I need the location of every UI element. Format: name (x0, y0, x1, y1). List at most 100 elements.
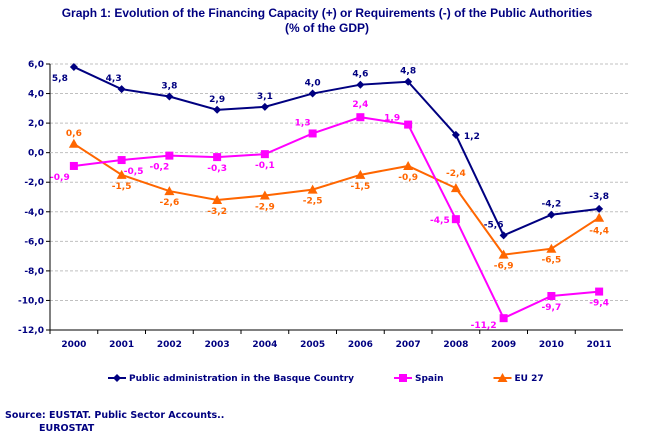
triangle-marker (307, 184, 318, 194)
square-marker (595, 287, 604, 296)
triangle-marker (497, 373, 508, 382)
diamond-marker (451, 130, 460, 139)
data-label: -9,7 (542, 303, 562, 313)
data-label: -1,5 (351, 182, 371, 192)
data-label: -1,5 (112, 182, 132, 192)
data-label: 1,3 (295, 118, 311, 128)
y-tick-label: 0,0 (28, 149, 44, 159)
y-tick-label: -2,0 (24, 178, 44, 188)
source-note: Source: EUSTAT. Public Sector Accounts..… (5, 409, 224, 435)
data-label: 4,6 (352, 70, 368, 80)
triangle-marker (212, 194, 223, 204)
data-label: 0,6 (66, 129, 82, 139)
data-label: -6,9 (494, 262, 514, 272)
triangle-marker (546, 243, 557, 253)
y-tick-label: 4,0 (28, 90, 44, 100)
data-label: 4,3 (106, 74, 122, 84)
data-label: 2,9 (209, 95, 225, 105)
diamond-marker (117, 85, 126, 94)
diamond-marker (260, 102, 269, 111)
x-tick-label: 2010 (539, 340, 564, 350)
data-label: 1,2 (464, 132, 480, 142)
diamond-marker (165, 92, 174, 101)
x-tick-label: 2007 (396, 340, 421, 350)
data-label: 4,0 (305, 79, 321, 89)
x-tick-label: 2009 (491, 340, 516, 350)
data-label: -4,5 (430, 216, 450, 226)
x-tick-label: 2003 (205, 340, 230, 350)
triangle-marker (355, 169, 366, 179)
diamond-marker (499, 231, 508, 240)
diamond-marker (69, 62, 78, 71)
y-tick-label: 2,0 (28, 119, 44, 129)
triangle-marker (164, 186, 175, 196)
triangle-marker (403, 160, 414, 170)
square-marker (308, 129, 317, 138)
data-label: -2,6 (160, 198, 180, 208)
square-marker (69, 161, 78, 170)
square-marker (399, 374, 407, 382)
square-marker (404, 120, 413, 129)
diamond-marker (113, 374, 121, 382)
y-tick-label: -6,0 (24, 237, 44, 247)
y-tick-label: -8,0 (24, 267, 44, 277)
diamond-marker (595, 204, 604, 213)
data-label: -0,5 (124, 167, 144, 177)
data-label: 4,8 (400, 67, 416, 77)
x-tick-label: 2000 (61, 340, 86, 350)
y-tick-label: -10,0 (18, 296, 44, 306)
data-label: -0,2 (150, 163, 170, 173)
data-label: -4,4 (589, 227, 609, 237)
data-label: -2,5 (303, 197, 323, 207)
y-tick-label: -4,0 (24, 208, 44, 218)
diamond-marker (404, 77, 413, 86)
data-label: -2,9 (255, 203, 275, 213)
legend-label: Spain (415, 374, 444, 384)
data-label: 5,8 (52, 74, 68, 84)
x-tick-label: 2006 (348, 340, 373, 350)
data-label: -0,3 (207, 164, 227, 174)
triangle-marker (116, 169, 127, 179)
source-line-1: Source: EUSTAT. Public Sector Accounts.. (5, 410, 225, 421)
data-label: -3,2 (207, 207, 227, 217)
triangle-marker (594, 212, 605, 222)
data-label: 3,8 (161, 82, 177, 92)
triangle-marker (68, 138, 79, 148)
data-label: -3,8 (589, 192, 609, 202)
x-tick-label: 2004 (252, 340, 277, 350)
triangle-marker (450, 183, 461, 193)
square-marker (451, 215, 460, 224)
x-tick-label: 2008 (443, 340, 468, 350)
title-line: Graph 1: Evolution of the Financing Capa… (61, 6, 593, 20)
data-label: -0,9 (50, 173, 70, 183)
data-label: -5,6 (484, 220, 504, 230)
square-marker (260, 150, 269, 159)
data-label: -11,2 (471, 321, 497, 331)
x-tick-label: 2005 (300, 340, 325, 350)
square-marker (165, 151, 174, 160)
series-line (73, 116, 600, 320)
square-marker (117, 156, 126, 165)
square-marker (356, 113, 365, 122)
chart-title: Graph 1: Evolution of the Financing Capa… (0, 6, 654, 36)
data-label: -6,5 (542, 256, 562, 266)
data-label: -9,4 (589, 299, 609, 309)
square-marker (547, 292, 556, 301)
series-line (73, 142, 600, 256)
x-tick-label: 2002 (157, 340, 182, 350)
square-marker (213, 153, 222, 162)
data-label: 3,1 (257, 92, 273, 102)
square-marker (499, 314, 508, 323)
legend-label: EU 27 (515, 374, 544, 384)
diamond-marker (308, 89, 317, 98)
x-tick-label: 2011 (587, 340, 612, 350)
diamond-marker (213, 105, 222, 114)
source-line-2: EUROSTAT (39, 423, 95, 434)
legend-label: Public administration in the Basque Coun… (129, 374, 354, 384)
series-line (73, 66, 600, 237)
subtitle-line: (% of the GDP) (285, 21, 369, 35)
diamond-marker (356, 80, 365, 89)
data-label: 1,9 (384, 114, 400, 124)
